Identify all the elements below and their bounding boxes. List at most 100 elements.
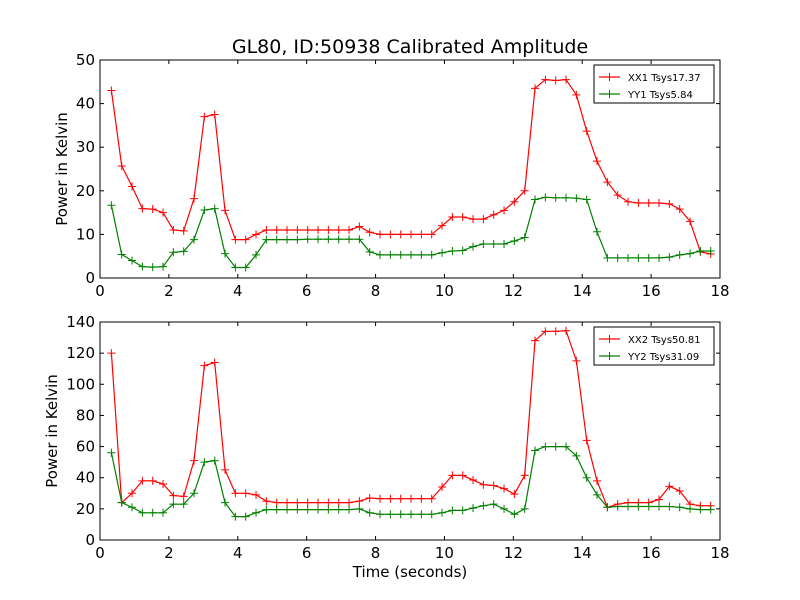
data-point-marker [386, 230, 395, 239]
data-point-marker [314, 498, 323, 507]
data-point-marker [231, 235, 240, 244]
data-point-marker [582, 436, 591, 445]
legend-label: YY2 Tsys31.09 [627, 352, 699, 363]
data-point-marker [159, 208, 168, 217]
y-axis-label: Power in Kelvin [43, 374, 61, 488]
data-point-marker [365, 228, 374, 237]
data-point-marker [675, 503, 684, 512]
data-point-marker [293, 498, 302, 507]
data-point-marker [603, 178, 612, 187]
data-point-marker [128, 182, 137, 191]
legend-marker [605, 90, 614, 98]
data-point-marker [644, 253, 653, 262]
data-point-marker [169, 500, 178, 509]
data-point-marker [634, 199, 643, 208]
data-point-marker [520, 233, 529, 242]
y-tick-label: 140 [66, 313, 95, 331]
data-point-marker [489, 481, 498, 490]
data-point-marker [128, 489, 137, 498]
data-point-marker [262, 226, 271, 235]
data-point-marker [593, 227, 602, 236]
data-point-marker [624, 502, 633, 511]
data-point-marker [531, 84, 540, 93]
data-point-marker [159, 508, 168, 517]
data-point-marker [303, 498, 312, 507]
data-point-marker [613, 191, 622, 200]
data-point-marker [644, 502, 653, 511]
data-point-marker [148, 205, 157, 214]
data-point-marker [324, 498, 333, 507]
data-point-marker [190, 456, 199, 465]
data-point-marker [148, 263, 157, 272]
legend-marker [605, 335, 614, 343]
data-point-marker [221, 206, 230, 215]
data-point-marker [355, 504, 364, 513]
x-tick-label: 18 [710, 282, 729, 300]
data-point-marker [241, 489, 250, 498]
data-point-marker [510, 490, 519, 499]
data-point-marker [210, 204, 219, 213]
x-tick-label: 16 [642, 544, 661, 562]
x-tick-label: 10 [435, 282, 454, 300]
data-point-marker [138, 204, 147, 213]
data-point-marker [200, 112, 209, 121]
data-point-marker [438, 248, 447, 257]
data-point-marker [624, 253, 633, 262]
data-point-marker [551, 76, 560, 85]
data-point-marker [179, 492, 188, 501]
y-tick-label: 20 [76, 500, 95, 518]
x-tick-label: 6 [302, 544, 312, 562]
series-yy [107, 193, 715, 272]
data-point-marker [159, 479, 168, 488]
data-point-marker [582, 127, 591, 136]
data-point-marker [334, 498, 343, 507]
legend-label: XX1 Tsys17.37 [628, 73, 701, 84]
data-point-marker [314, 505, 323, 514]
data-point-marker [458, 471, 467, 480]
legend-marker [605, 73, 614, 81]
x-tick-label: 12 [504, 544, 523, 562]
data-point-marker [706, 246, 715, 255]
legend-label: XX2 Tsys50.81 [628, 335, 701, 346]
data-point-marker [686, 249, 695, 258]
data-point-marker [148, 508, 157, 517]
data-point-marker [200, 361, 209, 370]
data-point-marker [644, 199, 653, 208]
x-tick-label: 16 [642, 282, 661, 300]
y-tick-label: 10 [76, 225, 95, 243]
legend: XX1 Tsys17.37 YY1 Tsys5.84 [593, 64, 715, 104]
x-tick-label: 8 [371, 282, 381, 300]
data-point-marker [427, 494, 436, 503]
data-point-marker [675, 486, 684, 495]
data-point-marker [551, 193, 560, 202]
data-point-marker [479, 480, 488, 489]
data-point-marker [128, 503, 137, 512]
data-point-marker [541, 75, 550, 84]
data-point-marker [407, 510, 416, 519]
data-point-marker [396, 250, 405, 259]
data-point-marker [500, 484, 509, 493]
y-tick-label: 60 [76, 438, 95, 456]
y-tick-label: 20 [76, 182, 95, 200]
data-point-marker [448, 506, 457, 515]
data-point-marker [138, 508, 147, 517]
data-point-marker [593, 476, 602, 485]
data-point-marker [179, 500, 188, 509]
data-point-marker [572, 356, 581, 365]
data-point-marker [117, 250, 126, 259]
data-point-marker [613, 253, 622, 262]
data-point-marker [190, 235, 199, 244]
data-point-marker [417, 250, 426, 259]
data-point-marker [665, 253, 674, 262]
data-point-marker [407, 250, 416, 259]
top-panel: 0 2 4 6 8 10 12 14 16 18 0 10 20 30 40 50 Power in Kelvi… [53, 51, 730, 300]
data-point-marker [128, 256, 137, 265]
data-point-marker [365, 493, 374, 502]
data-point-marker [283, 235, 292, 244]
data-point-marker [427, 230, 436, 239]
data-point-marker [355, 235, 364, 244]
x-tick-label: 4 [233, 282, 243, 300]
data-point-marker [396, 510, 405, 519]
data-point-marker [593, 157, 602, 166]
data-point-marker [448, 471, 457, 480]
